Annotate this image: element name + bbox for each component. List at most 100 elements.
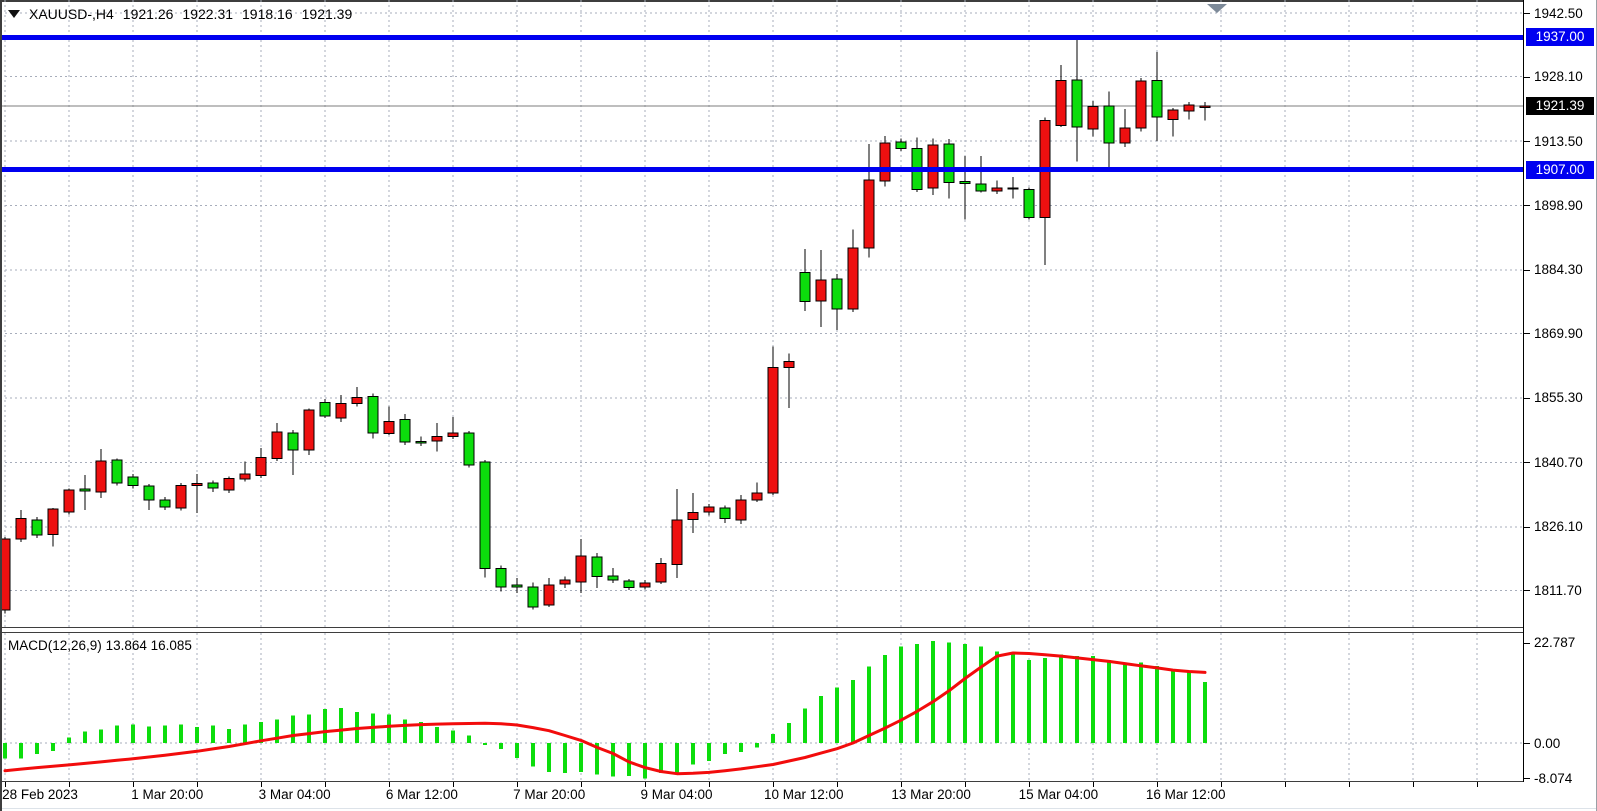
bull-candle-body [431,436,443,442]
macd-histogram-bar [547,743,551,772]
time-axis-tick [517,782,518,787]
bear-candle-body [959,181,971,184]
bull-candle-body [1167,109,1179,120]
bull-candle-body [223,478,235,491]
macd-indicator-pane[interactable]: MACD(12,26,9) 13.864 16.085 [0,632,1523,781]
bull-candle-body [271,431,283,459]
time-axis-tick [709,782,710,787]
macd-histogram-bar [211,725,215,743]
time-axis-label: 1 Mar 20:00 [131,787,204,802]
macd-signal-value: 16.085 [150,638,192,653]
macd-histogram-bar [659,743,663,773]
price-axis-label: 1942.50 [1534,5,1583,21]
macd-histogram-bar [131,724,135,743]
ohlc-close: 1921.39 [301,6,353,22]
axis-tick [1524,743,1530,744]
bear-candle-body [607,575,619,581]
macd-histogram-bar [403,719,407,743]
price-chart-canvas[interactable] [0,0,1523,627]
macd-histogram-bar [931,641,935,743]
macd-indicator-label: MACD(12,26,9) 13.864 16.085 [8,638,192,653]
price-axis-label: 1811.70 [1534,582,1582,598]
bear-candle-body [287,432,299,451]
bear-candle-body [111,459,123,484]
axis-tick [1524,205,1530,207]
macd-histogram-bar [707,743,711,761]
bear-candle-body [1071,79,1083,128]
time-axis-tick [1221,782,1222,787]
time-axis[interactable]: 28 Feb 2023 1 Mar 20:00 3 Mar 04:00 6 Mar 1… [0,782,1597,811]
bear-candle-body [415,441,427,444]
macd-axis-label: -8.074 [1534,770,1573,786]
macd-histogram-bar [163,725,167,743]
macd-histogram-bar [899,646,903,743]
axis-tick [1524,333,1530,335]
axis-tick [1524,642,1530,644]
macd-histogram-bar [643,743,647,779]
macd-histogram-bar [19,743,23,759]
price-axis-label: 1913.50 [1534,133,1583,149]
bear-candle-body [495,567,507,588]
bear-candle-body [623,580,635,589]
macd-histogram-bar [531,743,535,767]
axis-tick [1524,269,1530,271]
macd-histogram-bar [451,730,455,743]
bear-candle-body [591,556,603,578]
bear-candle-body [799,272,811,303]
chart-shift-marker-icon[interactable] [1207,4,1227,13]
price-chart-pane[interactable] [0,0,1523,627]
bull-candle-body [671,519,683,565]
bear-candle-body [719,507,731,519]
time-axis-tick [1349,782,1350,787]
bear-candle-body [143,485,155,501]
time-axis-tick [581,782,582,787]
bull-candle-body [47,508,59,535]
time-axis-tick [389,782,390,787]
macd-histogram-bar [803,708,807,743]
price-axis-label: 1826.10 [1534,519,1583,535]
macd-histogram-bar [1107,660,1111,743]
bull-candle-body [1135,80,1147,129]
bull-candle-body [559,579,571,585]
bull-candle-body [639,582,651,588]
macd-histogram-bar [1187,672,1191,743]
bear-candle-body [159,499,171,508]
price-axis-label: 1898.90 [1534,197,1583,213]
time-axis-tick [453,782,454,787]
time-axis-label: 7 Mar 20:00 [513,787,586,802]
time-axis-tick [965,782,966,787]
bull-candle-body [783,361,795,368]
macd-histogram-bar [83,731,87,743]
symbol-marker-icon[interactable] [8,10,20,18]
bull-candle-body [1199,105,1211,108]
price-axis-label: 1855.30 [1534,390,1583,406]
axis-tick [1524,76,1530,78]
price-axis[interactable]: 1942.50 1937.00 1928.10 1921.39 1913.50 1907.… [1523,0,1597,786]
bull-candle-body [927,144,939,189]
macd-histogram-bar [579,743,583,772]
price-axis-label: 1928.10 [1534,69,1583,85]
macd-histogram-bar [787,723,791,743]
macd-histogram-bar [275,719,279,743]
time-axis-label: 9 Mar 04:00 [640,787,713,802]
bull-candle-body [1055,80,1067,127]
macd-histogram-bar [259,721,263,743]
bear-candle-body [1151,80,1163,118]
macd-histogram-bar [3,743,7,759]
ohlc-open: 1921.26 [122,6,174,22]
axis-tick [1524,590,1530,592]
macd-canvas[interactable] [0,633,1523,781]
bear-candle-body [367,396,379,434]
macd-histogram-bar [147,726,151,743]
macd-histogram-bar [1075,656,1079,743]
macd-histogram-bar [819,696,823,743]
bull-candle-body [1183,104,1195,112]
window-bottom-border [0,808,1597,809]
bull-candle-body [735,499,747,521]
macd-histogram-bar [867,666,871,743]
time-axis-label: 10 Mar 12:00 [764,787,844,802]
macd-histogram-bar [563,743,567,773]
time-axis-label: 15 Mar 04:00 [1018,787,1099,802]
macd-histogram-bar [595,743,599,775]
bear-candle-body [895,141,907,150]
